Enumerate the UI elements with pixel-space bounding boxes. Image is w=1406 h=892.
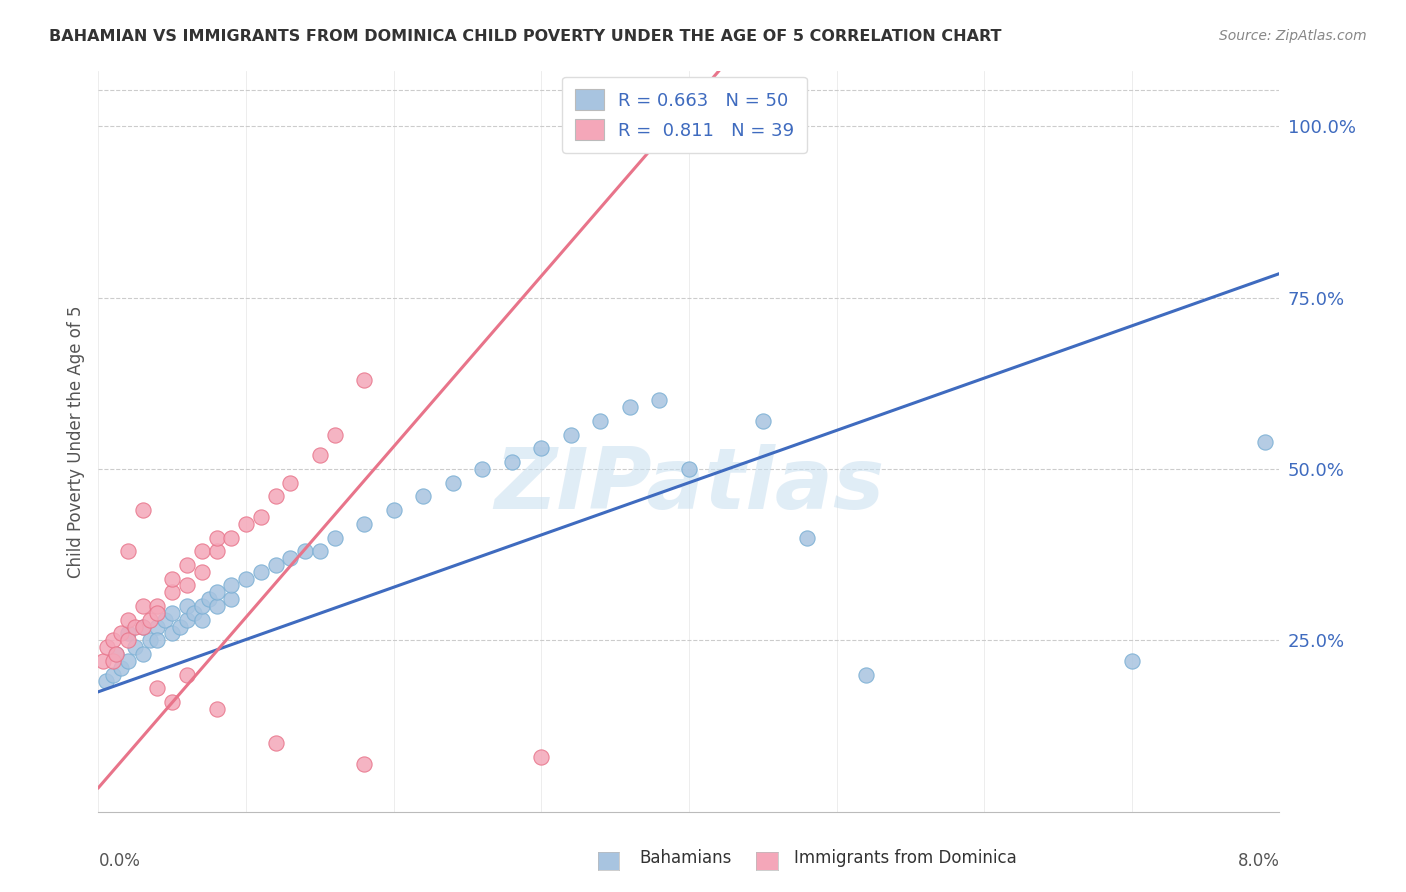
Point	[235, 516, 257, 531]
Point	[323, 427, 346, 442]
Point	[796, 531, 818, 545]
Point	[264, 558, 287, 572]
Point	[146, 599, 169, 613]
Point	[264, 489, 287, 503]
Point	[117, 654, 139, 668]
Text: Source: ZipAtlas.com: Source: ZipAtlas.com	[1219, 29, 1367, 43]
Point	[162, 585, 183, 599]
Point	[221, 578, 243, 592]
Text: 8.0%: 8.0%	[1237, 853, 1279, 871]
Point	[117, 633, 139, 648]
Point	[221, 592, 243, 607]
Point	[110, 626, 132, 640]
Point	[139, 613, 162, 627]
Point	[191, 544, 214, 558]
Point	[110, 661, 132, 675]
Point	[146, 633, 169, 648]
Text: Immigrants from Dominica: Immigrants from Dominica	[794, 849, 1017, 867]
Point	[162, 695, 183, 709]
Point	[191, 599, 214, 613]
Point	[105, 647, 128, 661]
Point	[176, 599, 198, 613]
Point	[1254, 434, 1277, 449]
Point	[176, 578, 198, 592]
Point	[146, 681, 169, 696]
Point	[105, 647, 128, 661]
Point	[191, 565, 214, 579]
Point	[648, 393, 671, 408]
Point	[124, 640, 146, 655]
Point	[117, 613, 139, 627]
Point	[183, 606, 205, 620]
Point	[153, 613, 176, 627]
Point	[176, 558, 198, 572]
Point	[412, 489, 434, 503]
Point	[619, 401, 641, 415]
Point	[91, 654, 114, 668]
Point	[162, 626, 183, 640]
Text: 0.0%: 0.0%	[98, 853, 141, 871]
Point	[132, 619, 155, 633]
Point	[250, 565, 273, 579]
Point	[162, 606, 183, 620]
Point	[264, 736, 287, 750]
Point	[132, 503, 155, 517]
Point	[1121, 654, 1143, 668]
Point	[530, 442, 553, 456]
Point	[589, 414, 612, 428]
Point	[205, 531, 228, 545]
Point	[117, 544, 139, 558]
Point	[309, 448, 332, 462]
Point	[855, 667, 877, 681]
Point	[235, 572, 257, 586]
Point	[117, 626, 139, 640]
Point	[146, 619, 169, 633]
Point	[96, 640, 118, 655]
Point	[323, 531, 346, 545]
Point	[146, 606, 169, 620]
Point	[501, 455, 523, 469]
Point	[94, 674, 117, 689]
Point	[139, 633, 162, 648]
Point	[162, 572, 183, 586]
Point	[250, 510, 273, 524]
Point	[441, 475, 464, 490]
Point	[176, 667, 198, 681]
Point	[205, 544, 228, 558]
Point	[280, 551, 302, 566]
Point	[198, 592, 221, 607]
Point	[169, 619, 191, 633]
Legend: R = 0.663   N = 50, R =  0.811   N = 39: R = 0.663 N = 50, R = 0.811 N = 39	[562, 77, 807, 153]
Point	[191, 613, 214, 627]
Point	[353, 756, 375, 771]
Point	[353, 516, 375, 531]
Point	[471, 462, 494, 476]
Point	[221, 531, 243, 545]
Point	[205, 702, 228, 716]
Y-axis label: Child Poverty Under the Age of 5: Child Poverty Under the Age of 5	[66, 305, 84, 578]
Point	[280, 475, 302, 490]
Point	[132, 647, 155, 661]
Point	[103, 633, 125, 648]
Point	[353, 373, 375, 387]
Point	[382, 503, 405, 517]
Point	[678, 462, 700, 476]
Text: Bahamians: Bahamians	[640, 849, 733, 867]
Point	[294, 544, 316, 558]
Point	[205, 599, 228, 613]
Point	[560, 427, 582, 442]
Point	[530, 750, 553, 764]
Point	[103, 667, 125, 681]
Point	[132, 619, 155, 633]
Text: BAHAMIAN VS IMMIGRANTS FROM DOMINICA CHILD POVERTY UNDER THE AGE OF 5 CORRELATIO: BAHAMIAN VS IMMIGRANTS FROM DOMINICA CHI…	[49, 29, 1001, 44]
Point	[124, 619, 146, 633]
Point	[132, 599, 155, 613]
Point	[309, 544, 332, 558]
Point	[176, 613, 198, 627]
Point	[205, 585, 228, 599]
Text: ZIPatlas: ZIPatlas	[494, 444, 884, 527]
Point	[752, 414, 775, 428]
Point	[103, 654, 125, 668]
